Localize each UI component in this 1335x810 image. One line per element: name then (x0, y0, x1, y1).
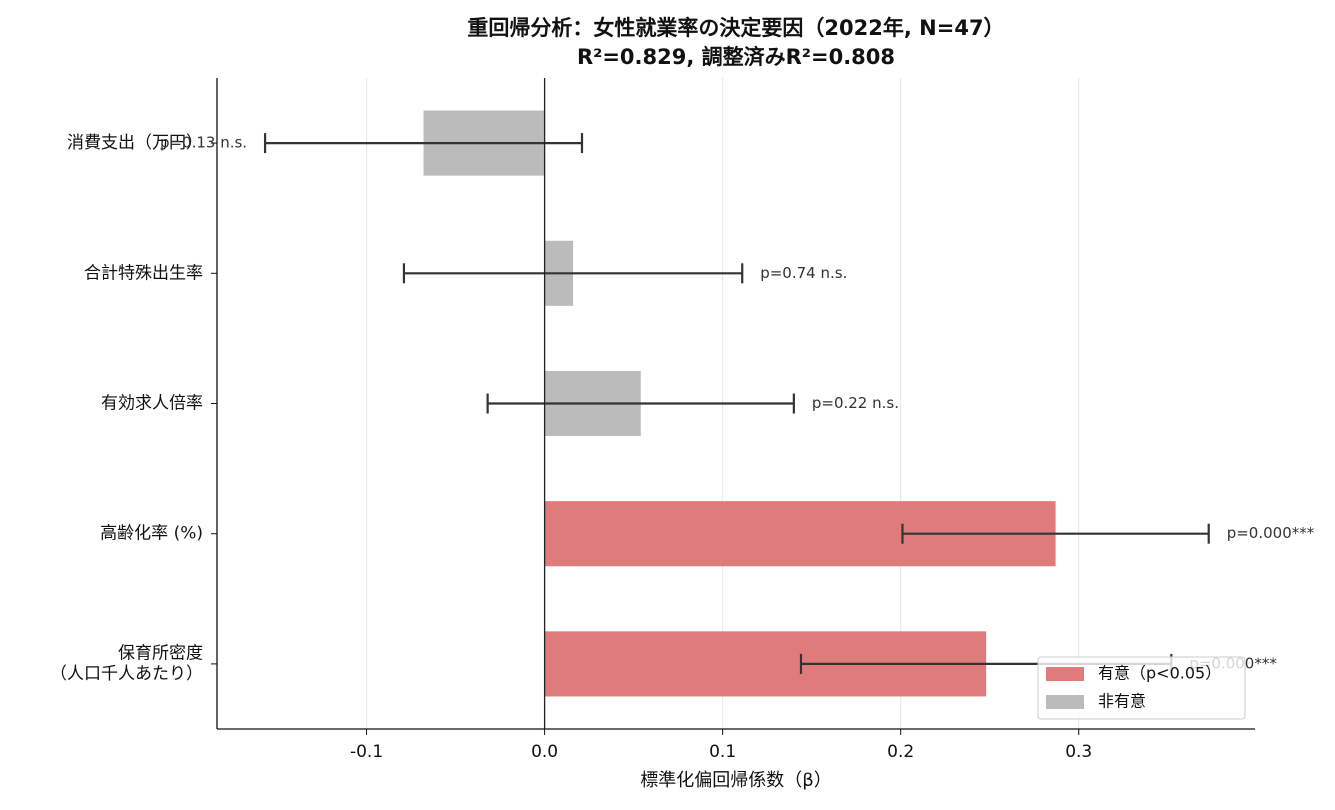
legend-label: 有意（p<0.05） (1098, 664, 1221, 683)
legend-swatch (1046, 667, 1084, 681)
y-tick-label: 消費支出（万円） (67, 133, 203, 153)
y-tick-label: 合計特殊出生率 (84, 263, 203, 283)
y-tick-label: 保育所密度（人口千人あたり） (50, 644, 203, 684)
value-label: p=0.22 n.s. (812, 394, 899, 412)
x-tick-label: 0.1 (709, 742, 736, 762)
chart-title: 重回帰分析：女性就業率の決定要因（2022年, N=47） (467, 16, 1004, 40)
x-tick-label: 0.2 (887, 742, 914, 762)
x-tick-label: -0.1 (350, 742, 383, 762)
legend-label: 非有意 (1098, 692, 1146, 711)
y-tick-label: 有効求人倍率 (101, 394, 203, 414)
value-label: p=0.13 n.s. (160, 134, 247, 152)
error-bar (263, 133, 584, 154)
x-tick-label: 0.3 (1065, 742, 1092, 762)
value-label: p=0.000*** (1227, 524, 1315, 542)
legend-swatch (1046, 695, 1084, 709)
error-bar (901, 523, 1210, 544)
x-tick-label: 0.0 (531, 742, 558, 762)
y-tick-label: 高齢化率 (%) (100, 524, 203, 544)
x-axis-label: 標準化偏回帰係数（β） (640, 770, 832, 791)
error-bar (486, 393, 795, 414)
chart-subtitle: R²=0.829, 調整済みR²=0.808 (577, 45, 895, 69)
value-label: p=0.74 n.s. (760, 264, 847, 282)
error-bar (402, 263, 744, 284)
legend-box (1037, 656, 1246, 720)
